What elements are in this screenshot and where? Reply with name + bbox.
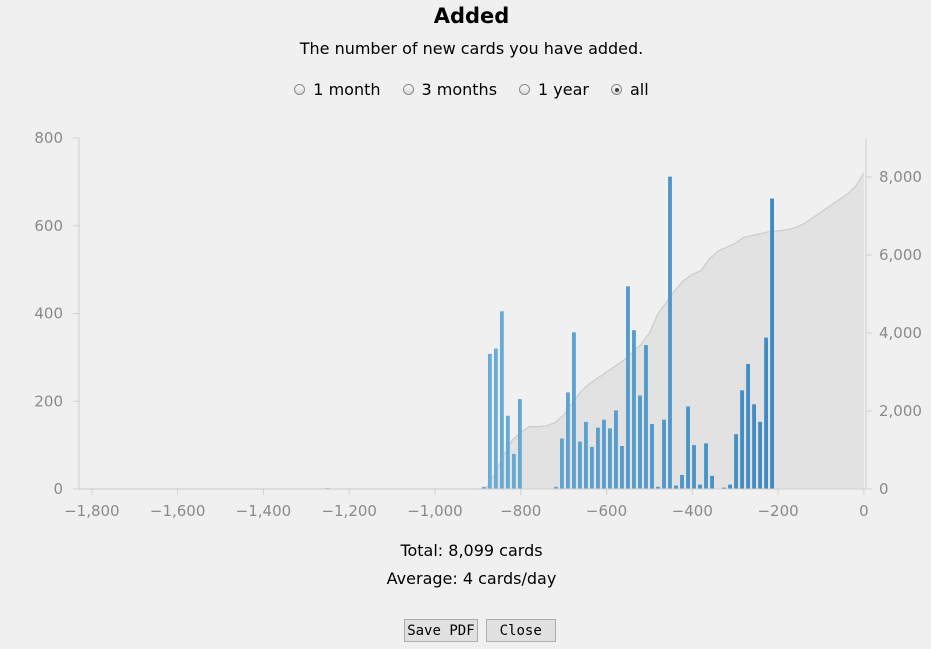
bar: [578, 442, 582, 489]
bar: [638, 396, 642, 489]
bar: [770, 199, 774, 489]
close-button[interactable]: Close: [486, 619, 556, 642]
y-tick-label: 600: [34, 217, 63, 235]
y-tick-label: 400: [34, 305, 63, 323]
bar: [566, 392, 570, 489]
bar: [614, 410, 618, 489]
bar: [488, 354, 492, 489]
bar: [698, 485, 702, 489]
x-tick-label: −1,000: [407, 502, 463, 520]
average-cards: Average: 4 cards/day: [0, 569, 931, 588]
y2-tick-label: 2,000: [879, 402, 922, 420]
x-tick-label: −1,400: [236, 502, 292, 520]
bar: [494, 349, 498, 489]
bar: [500, 311, 504, 489]
bar: [560, 439, 564, 489]
y2-tick-label: 4,000: [879, 324, 922, 342]
bar: [512, 454, 516, 489]
bar: [758, 422, 762, 489]
save-pdf-button[interactable]: Save PDF: [404, 619, 477, 642]
bar: [734, 434, 738, 489]
y-tick-label: 200: [34, 392, 63, 410]
bar: [668, 177, 672, 489]
x-tick-label: 0: [859, 502, 869, 520]
bar: [662, 420, 666, 489]
bar: [644, 345, 648, 489]
bar: [626, 286, 630, 489]
range-label-3-months: 3 months: [422, 80, 498, 99]
bar: [746, 364, 750, 489]
bar: [650, 424, 654, 489]
range-option-all[interactable]: all: [611, 80, 649, 99]
range-label-all: all: [630, 80, 649, 99]
x-tick-label: −800: [500, 502, 541, 520]
bar: [686, 407, 690, 489]
x-tick-label: −1,600: [150, 502, 206, 520]
bar: [596, 428, 600, 489]
bar: [602, 420, 606, 489]
cumulative-area: [79, 173, 864, 489]
bar: [518, 399, 522, 489]
y-tick-label: 800: [34, 129, 63, 147]
total-cards: Total: 8,099 cards: [0, 541, 931, 560]
radio-1-month[interactable]: [294, 84, 305, 95]
bar: [572, 332, 576, 489]
range-option-1-month[interactable]: 1 month: [294, 80, 380, 99]
bar: [764, 338, 768, 489]
bar: [710, 476, 714, 489]
range-label-1-year: 1 year: [538, 80, 589, 99]
bar: [632, 330, 636, 489]
range-selector: 1 month 3 months 1 year all: [0, 80, 931, 99]
x-tick-label: −1,200: [321, 502, 377, 520]
range-option-1-year[interactable]: 1 year: [519, 80, 589, 99]
bar: [584, 422, 588, 489]
chart-title: Added: [0, 4, 931, 28]
bar: [674, 485, 678, 489]
x-tick-label: −200: [757, 502, 798, 520]
bar: [608, 428, 612, 489]
x-tick-label: −400: [672, 502, 713, 520]
bar: [620, 446, 624, 489]
bar: [740, 390, 744, 489]
bar: [704, 443, 708, 489]
bar: [692, 445, 696, 489]
y2-tick-label: 6,000: [879, 246, 922, 264]
bar: [680, 475, 684, 489]
x-tick-label: −1,800: [64, 502, 120, 520]
radio-all[interactable]: [611, 84, 622, 95]
range-option-3-months[interactable]: 3 months: [403, 80, 498, 99]
y2-tick-label: 0: [879, 480, 889, 498]
cumulative-layer: [79, 173, 864, 489]
radio-1-year[interactable]: [519, 84, 530, 95]
bar: [728, 485, 732, 489]
chart-subtitle: The number of new cards you have added.: [0, 39, 931, 58]
added-cards-chart: −1,800 −1,600 −1,400 −1,200 −1,000 −800 −600 −4…: [0, 125, 931, 525]
bar: [752, 404, 756, 489]
y2-tick-label: 8,000: [879, 168, 922, 186]
bar: [506, 416, 510, 489]
y-tick-label: 0: [53, 480, 63, 498]
range-label-1-month: 1 month: [313, 80, 380, 99]
radio-3-months[interactable]: [403, 84, 414, 95]
bar: [590, 447, 594, 489]
button-bar: Save PDF Close: [0, 619, 931, 642]
x-tick-label: −600: [586, 502, 627, 520]
